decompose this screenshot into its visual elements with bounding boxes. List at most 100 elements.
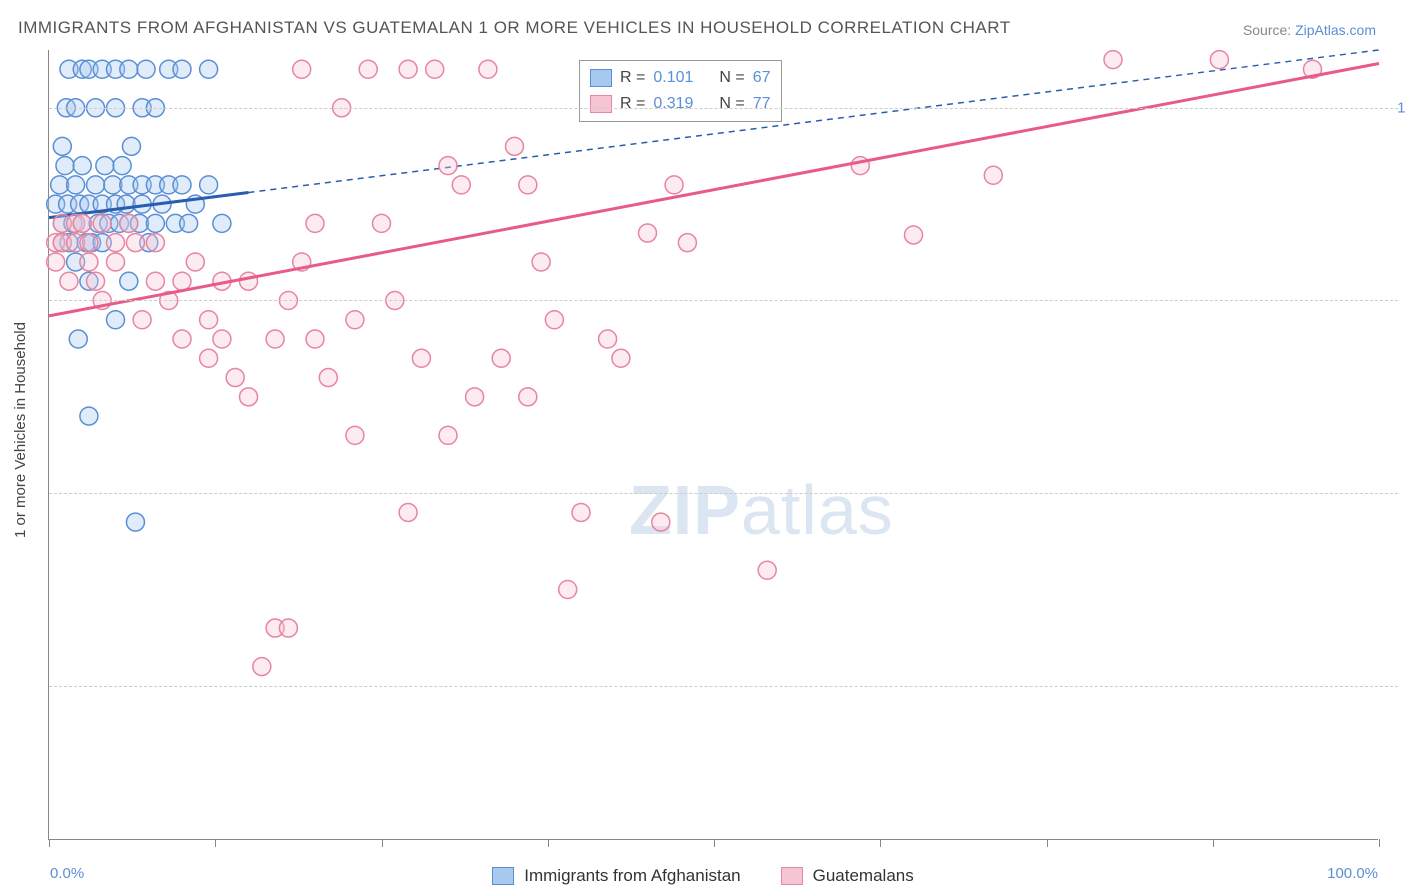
data-point xyxy=(572,503,590,521)
data-point xyxy=(545,311,563,329)
data-point xyxy=(359,60,377,78)
data-point xyxy=(253,658,271,676)
data-point xyxy=(426,60,444,78)
plot-area: ZIPatlas R =0.101N =67R =0.319N =77 70.0… xyxy=(48,50,1378,840)
legend-label: Guatemalans xyxy=(813,866,914,886)
data-point xyxy=(213,330,231,348)
x-tick xyxy=(548,839,549,847)
data-point xyxy=(73,214,91,232)
chart-title: IMMIGRANTS FROM AFGHANISTAN VS GUATEMALA… xyxy=(18,18,1011,38)
y-axis-label: 1 or more Vehicles in Household xyxy=(12,322,29,538)
source-link[interactable]: ZipAtlas.com xyxy=(1295,22,1376,38)
data-point xyxy=(279,619,297,637)
data-point xyxy=(758,561,776,579)
data-point xyxy=(137,60,155,78)
data-point xyxy=(452,176,470,194)
data-point xyxy=(439,426,457,444)
x-min-label: 0.0% xyxy=(50,865,84,882)
data-point xyxy=(519,176,537,194)
x-tick xyxy=(714,839,715,847)
data-point xyxy=(173,272,191,290)
data-point xyxy=(47,253,65,271)
data-point xyxy=(73,157,91,175)
data-point xyxy=(306,330,324,348)
data-point xyxy=(87,176,105,194)
legend-swatch xyxy=(590,69,612,87)
data-point xyxy=(652,513,670,531)
data-point xyxy=(466,388,484,406)
data-point xyxy=(639,224,657,242)
data-point xyxy=(53,137,71,155)
data-point xyxy=(678,234,696,252)
legend-swatch xyxy=(492,867,514,885)
n-value: 77 xyxy=(753,95,771,113)
x-tick xyxy=(880,839,881,847)
r-label: R = xyxy=(620,69,645,87)
y-tick-label: 90.0% xyxy=(1388,292,1406,309)
r-value: 0.101 xyxy=(653,69,693,87)
legend-item: Immigrants from Afghanistan xyxy=(492,866,740,886)
data-point xyxy=(1104,51,1122,69)
data-point xyxy=(373,214,391,232)
data-point xyxy=(120,214,138,232)
data-point xyxy=(479,60,497,78)
legend-item: Guatemalans xyxy=(781,866,914,886)
data-point xyxy=(173,176,191,194)
data-point xyxy=(399,503,417,521)
gridline xyxy=(49,300,1398,301)
y-tick-label: 80.0% xyxy=(1388,485,1406,502)
y-tick-label: 100.0% xyxy=(1388,99,1406,116)
gridline xyxy=(49,686,1398,687)
chart-svg xyxy=(49,50,1378,839)
data-point xyxy=(67,176,85,194)
data-point xyxy=(346,311,364,329)
x-tick xyxy=(1379,839,1380,847)
data-point xyxy=(319,369,337,387)
data-point xyxy=(146,214,164,232)
series-legend: Immigrants from Afghanistan Guatemalans xyxy=(0,866,1406,886)
legend-swatch xyxy=(590,95,612,113)
r-value: 0.319 xyxy=(653,95,693,113)
data-point xyxy=(80,253,98,271)
data-point xyxy=(146,272,164,290)
data-point xyxy=(107,234,125,252)
data-point xyxy=(984,166,1002,184)
source-attribution: Source: ZipAtlas.com xyxy=(1243,22,1376,38)
data-point xyxy=(113,157,131,175)
data-point xyxy=(532,253,550,271)
x-max-label: 100.0% xyxy=(1327,865,1378,882)
data-point xyxy=(80,407,98,425)
data-point xyxy=(126,234,144,252)
data-point xyxy=(559,581,577,599)
stats-legend: R =0.101N =67R =0.319N =77 xyxy=(579,60,782,122)
y-tick-label: 70.0% xyxy=(1388,677,1406,694)
data-point xyxy=(186,253,204,271)
data-point xyxy=(60,272,78,290)
gridline xyxy=(49,108,1398,109)
data-point xyxy=(506,137,524,155)
n-value: 67 xyxy=(753,69,771,87)
data-point xyxy=(306,214,324,232)
data-point xyxy=(213,214,231,232)
data-point xyxy=(96,157,114,175)
data-point xyxy=(126,513,144,531)
data-point xyxy=(492,349,510,367)
stats-legend-row: R =0.319N =77 xyxy=(590,91,771,117)
data-point xyxy=(146,234,164,252)
legend-label: Immigrants from Afghanistan xyxy=(524,866,740,886)
x-tick xyxy=(382,839,383,847)
data-point xyxy=(87,272,105,290)
data-point xyxy=(120,272,138,290)
data-point xyxy=(200,176,218,194)
data-point xyxy=(200,60,218,78)
data-point xyxy=(226,369,244,387)
data-point xyxy=(133,311,151,329)
data-point xyxy=(293,60,311,78)
data-point xyxy=(173,330,191,348)
data-point xyxy=(173,60,191,78)
data-point xyxy=(412,349,430,367)
data-point xyxy=(120,60,138,78)
x-tick xyxy=(1213,839,1214,847)
x-tick xyxy=(49,839,50,847)
data-point xyxy=(107,311,125,329)
